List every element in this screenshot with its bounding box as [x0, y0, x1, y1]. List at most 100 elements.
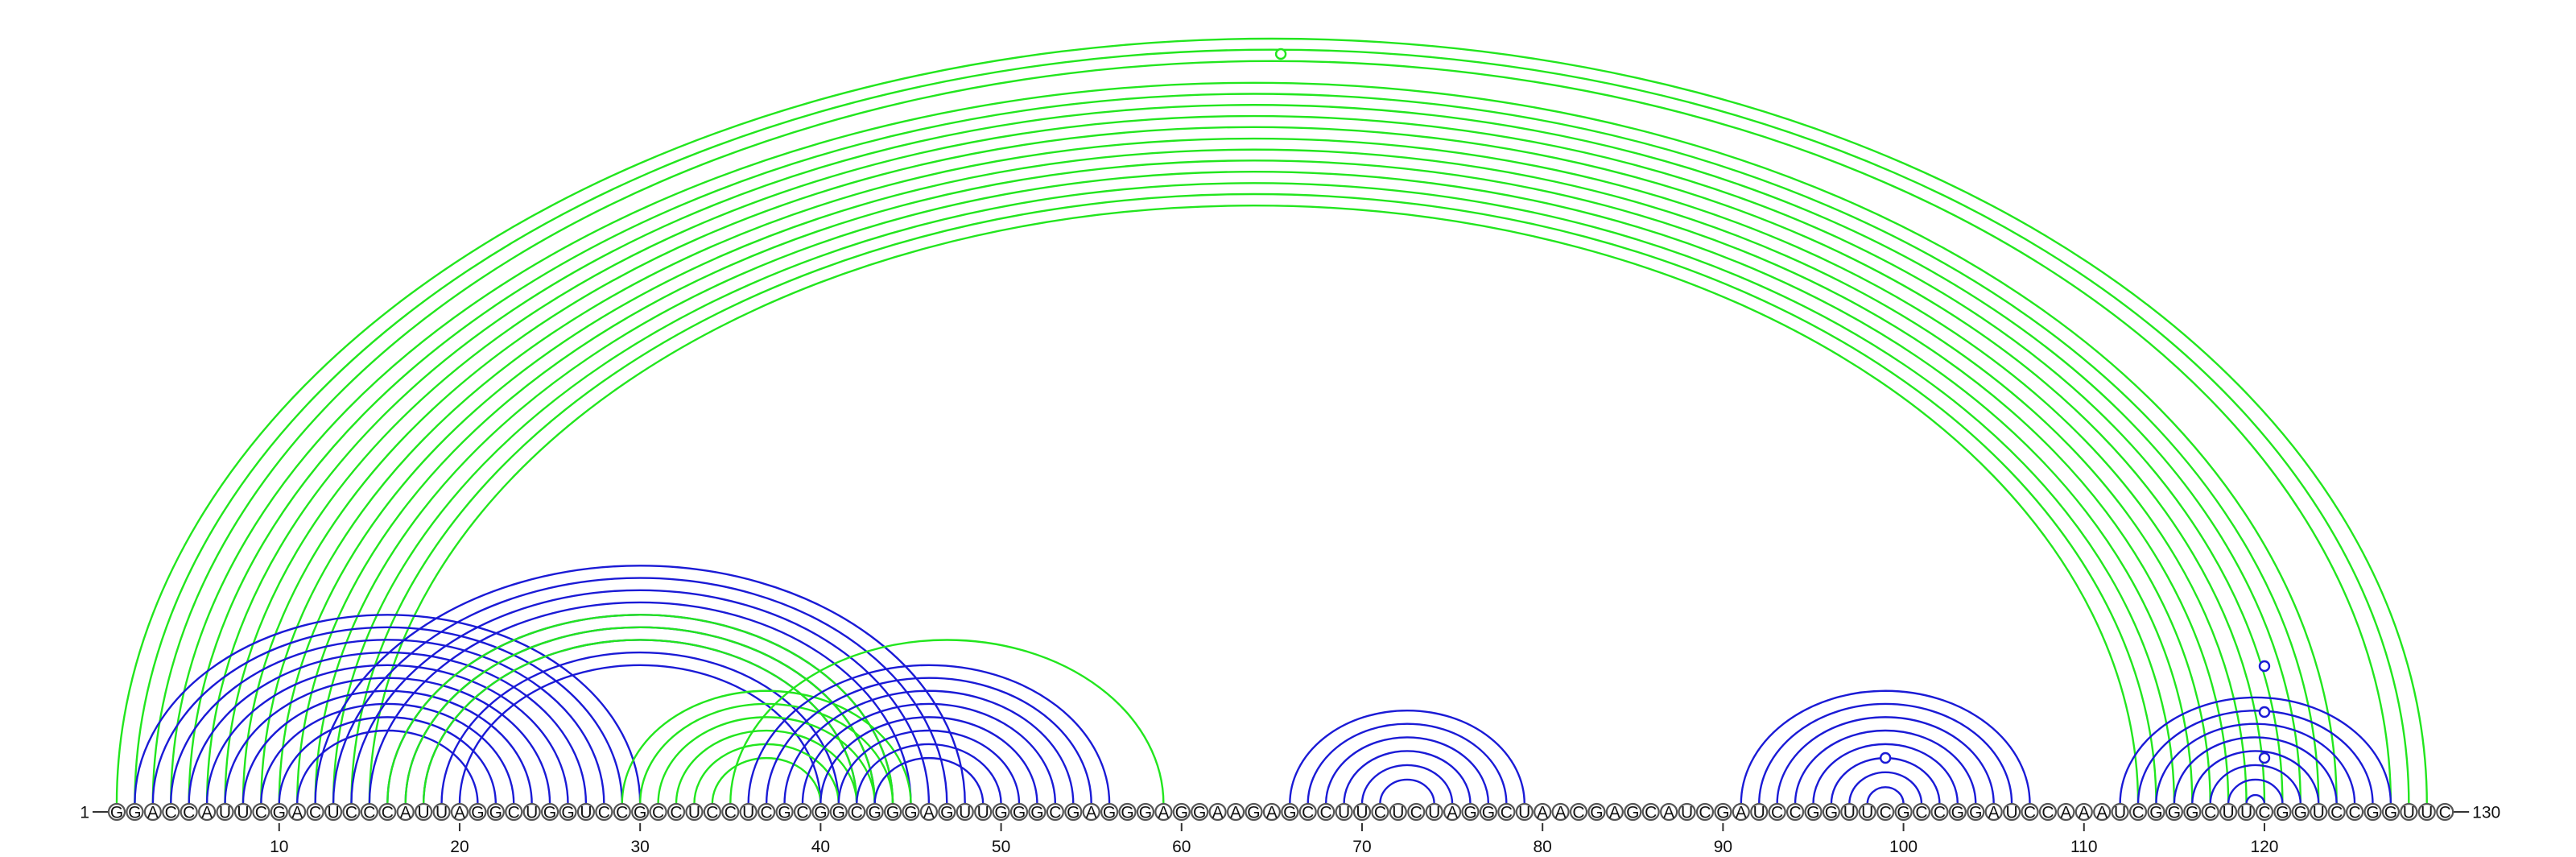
base-52: G — [1028, 802, 1046, 822]
base-circle — [1497, 802, 1516, 822]
base-circle — [2093, 802, 2112, 822]
base-letter: U — [1861, 804, 1873, 822]
base-letter: U — [2006, 804, 2018, 822]
arc-pair-96-102 — [1830, 756, 1941, 805]
base-108: C — [2038, 802, 2058, 822]
tick-label-70: 70 — [1352, 838, 1371, 856]
base-letter: C — [724, 804, 737, 822]
arc-pair-36-56 — [747, 664, 1111, 805]
base-82: C — [1569, 802, 1588, 822]
arc-pair-13-115 — [332, 181, 2176, 805]
base-circle — [1191, 802, 1209, 822]
base-letter: A — [1230, 804, 1241, 822]
base-107: C — [2021, 802, 2039, 822]
position-axis: 10 20 30 40 50 60 70 80 90 100 110 120 — [270, 823, 2279, 856]
base-letter: G — [2384, 804, 2397, 822]
base-circle — [1732, 802, 1750, 822]
arc-pair-17-43 — [404, 626, 876, 805]
arc-pair-118-121 — [2227, 778, 2284, 805]
base-letter: G — [1825, 804, 1838, 822]
arc-pair-119-120 — [2245, 793, 2266, 805]
base-circle — [2291, 802, 2310, 822]
base-circle — [2003, 802, 2021, 822]
arc-pair-116-123 — [2191, 750, 2320, 805]
base-circle — [143, 802, 162, 822]
base-59: A — [1154, 802, 1173, 822]
base-circle — [1100, 802, 1119, 822]
base-30: G — [631, 802, 650, 822]
base-105: A — [1984, 802, 2003, 822]
base-letter: U — [1428, 804, 1440, 822]
arc-pair-41-51 — [837, 729, 1021, 805]
base-letter: G — [2186, 804, 2198, 822]
base-letter: C — [363, 804, 375, 822]
base-letter: A — [1609, 804, 1620, 822]
base-letter: U — [219, 804, 231, 822]
arc-pair-112-127 — [2119, 696, 2392, 805]
base-circle — [107, 802, 126, 822]
base-32: C — [667, 802, 686, 822]
base-circle — [1245, 802, 1263, 822]
base-110: A — [2074, 802, 2093, 822]
base-circle — [848, 802, 866, 822]
base-circle — [595, 802, 613, 822]
base-circle — [1641, 802, 1660, 822]
base-letter: G — [1030, 804, 1043, 822]
base-18: U — [415, 802, 433, 822]
base-circle — [2255, 802, 2274, 822]
base-letter: A — [1988, 804, 2000, 822]
arc-pair-43-49 — [873, 756, 985, 805]
loop-marker-4 — [2258, 706, 2271, 718]
base-letter: C — [1320, 804, 1332, 822]
base-letter: C — [1880, 804, 1892, 822]
base-circle — [1515, 802, 1534, 822]
base-45: G — [902, 802, 920, 822]
base-56: G — [1100, 802, 1119, 822]
base-83: G — [1587, 802, 1606, 822]
base-circle — [505, 802, 523, 822]
base-130: C — [2436, 802, 2454, 822]
base-letter: C — [851, 804, 863, 822]
base-31: C — [649, 802, 667, 822]
base-circle — [1534, 802, 1552, 822]
base-circle — [1912, 802, 1931, 822]
base-circle — [396, 802, 415, 822]
base-26: G — [559, 802, 577, 822]
base-34: C — [703, 802, 721, 822]
base-circle — [252, 802, 270, 822]
base-letter: C — [2439, 804, 2451, 822]
base-letter: U — [580, 804, 592, 822]
base-circle — [1948, 802, 1967, 822]
base-101: C — [1912, 802, 1931, 822]
base-circle — [2417, 802, 2436, 822]
arc-pair-70-75 — [1360, 764, 1454, 805]
arc-pair-12-116 — [314, 171, 2194, 805]
base-circle — [685, 802, 704, 822]
base-87: A — [1660, 802, 1678, 822]
base-letter: G — [832, 804, 845, 822]
base-letter: A — [1212, 804, 1224, 822]
base-circle — [162, 802, 180, 822]
arc-pair-6-122 — [205, 104, 2302, 805]
base-circle — [469, 802, 487, 822]
base-letter: G — [1175, 804, 1188, 822]
arc-pair-66-79 — [1289, 709, 1525, 805]
base-letter: G — [1626, 804, 1639, 822]
base-letter: C — [183, 804, 195, 822]
base-47: G — [938, 802, 956, 822]
base-circle — [1479, 802, 1498, 822]
base-letter: A — [1736, 804, 1747, 822]
arc-pair-6-26 — [205, 664, 569, 805]
base-5: C — [180, 802, 198, 822]
base-letter: A — [1537, 804, 1548, 822]
base-3: A — [143, 802, 162, 822]
base-circle — [1298, 802, 1317, 822]
base-88: U — [1678, 802, 1696, 822]
base-letter: G — [273, 804, 286, 822]
base-circle — [1930, 802, 1949, 822]
base-6: A — [198, 802, 217, 822]
base-circle — [2219, 802, 2238, 822]
base-63: A — [1226, 802, 1245, 822]
base-128: U — [2400, 802, 2418, 822]
base-circle — [974, 802, 993, 822]
